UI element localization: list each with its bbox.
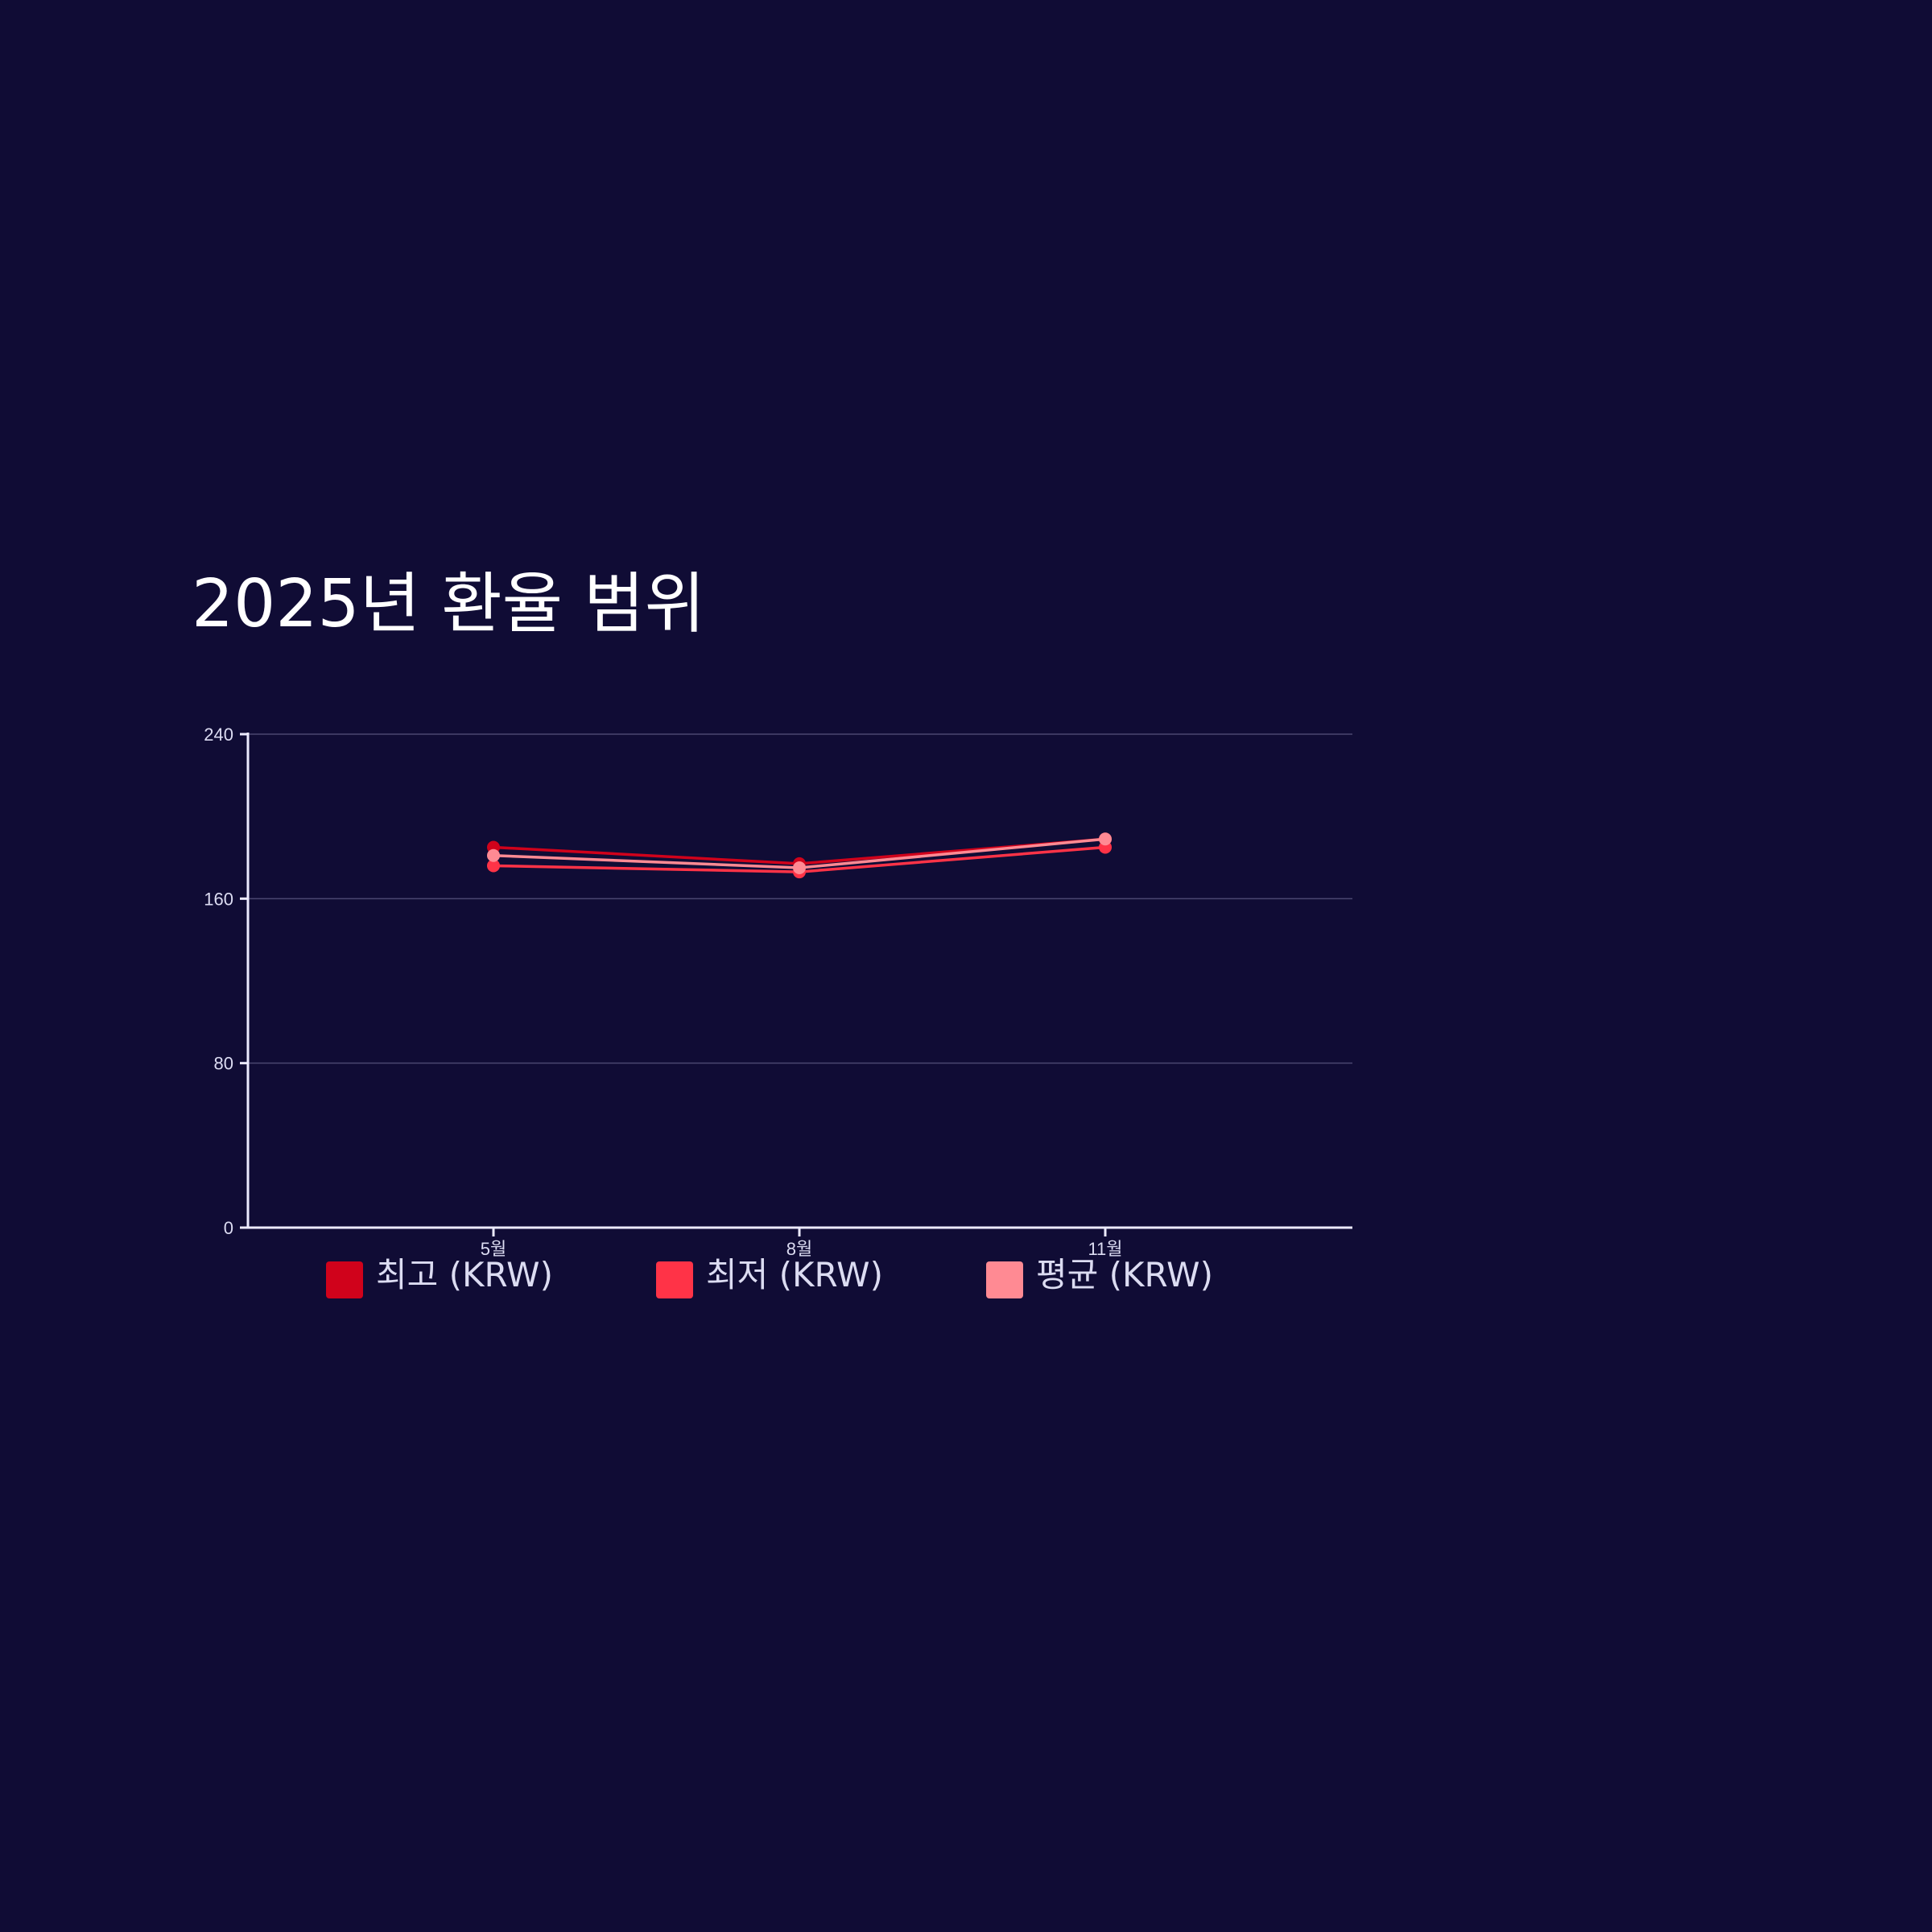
y-tick-label: 240: [204, 724, 233, 745]
legend-label: 평균 (KRW): [1036, 1255, 1213, 1294]
data-point: [487, 859, 500, 873]
legend-swatch: [656, 1261, 693, 1298]
data-point: [487, 848, 500, 862]
legend-label: 최저 (KRW): [706, 1255, 883, 1294]
legend-swatch: [986, 1261, 1023, 1298]
legend-item-3: 평균 (KRW): [986, 1255, 1213, 1298]
x-tick-label: 8월: [786, 1239, 812, 1259]
axes: 0 80 160 240 5월 8월 11월: [204, 724, 1352, 1259]
x-tick-label: 11월: [1088, 1239, 1122, 1259]
legend-item-1: 최고 (KRW): [326, 1255, 553, 1298]
y-tick-label: 0: [224, 1218, 233, 1238]
legend-item-2: 최저 (KRW): [656, 1255, 883, 1298]
legend-swatch: [326, 1261, 363, 1298]
y-tick-label: 160: [204, 889, 233, 909]
legend-label: 최고 (KRW): [376, 1255, 553, 1294]
chart-title: 2025년 환율 범위: [192, 566, 705, 642]
data-point: [1099, 832, 1112, 846]
legend: 최고 (KRW) 최저 (KRW) 평균 (KRW): [326, 1255, 1213, 1298]
data-point: [793, 861, 806, 875]
series-3: [487, 832, 1112, 875]
series-lines: [487, 832, 1112, 879]
y-tick-label: 80: [214, 1054, 233, 1074]
x-tick-label: 5월: [481, 1239, 506, 1259]
grid-lines: [248, 733, 1352, 1064]
